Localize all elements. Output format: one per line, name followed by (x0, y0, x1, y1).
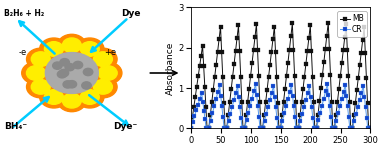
CR (270, 92, 274, 94)
Circle shape (93, 52, 112, 66)
Circle shape (93, 80, 112, 94)
Circle shape (40, 38, 68, 60)
Text: -e: -e (19, 48, 27, 58)
Circle shape (44, 90, 63, 104)
Text: +e: +e (104, 48, 116, 58)
Circle shape (73, 61, 83, 69)
Text: B₂H₆ + H₂: B₂H₆ + H₂ (4, 9, 44, 18)
CR (325, 83, 330, 85)
Circle shape (40, 86, 68, 108)
Circle shape (26, 76, 55, 98)
CR (286, 98, 290, 100)
Circle shape (31, 80, 50, 94)
MB (292, 75, 297, 77)
CR (368, 127, 373, 129)
CR (310, 117, 315, 118)
Circle shape (45, 42, 64, 56)
Y-axis label: Absorbance: Absorbance (166, 41, 175, 95)
Circle shape (76, 86, 104, 108)
Circle shape (26, 66, 45, 80)
Text: Dye⁻: Dye⁻ (113, 122, 138, 131)
Circle shape (62, 38, 81, 53)
CR (189, 127, 193, 128)
Circle shape (76, 38, 104, 60)
MB (189, 127, 193, 128)
Circle shape (53, 62, 62, 69)
MB (250, 62, 254, 64)
Circle shape (45, 53, 98, 93)
MB (368, 127, 373, 129)
Circle shape (59, 69, 69, 77)
Circle shape (84, 68, 93, 76)
Circle shape (60, 59, 69, 66)
MB (205, 127, 209, 129)
CR (240, 127, 244, 129)
Circle shape (62, 93, 81, 108)
Circle shape (80, 42, 99, 56)
MB (284, 75, 289, 77)
MB (339, 62, 344, 64)
Circle shape (31, 52, 50, 66)
MB (260, 127, 265, 128)
Circle shape (89, 48, 117, 70)
Circle shape (98, 66, 117, 80)
Circle shape (57, 90, 86, 112)
Line: MB: MB (189, 21, 372, 130)
Circle shape (63, 81, 73, 88)
Text: Dye: Dye (121, 9, 141, 18)
Circle shape (89, 76, 117, 98)
MB (326, 22, 330, 24)
Circle shape (94, 62, 122, 84)
Legend: MB, CR: MB, CR (337, 11, 367, 37)
Circle shape (82, 82, 91, 89)
CR (253, 83, 258, 85)
CR (204, 127, 208, 129)
Circle shape (26, 48, 55, 70)
MB (314, 127, 319, 129)
Circle shape (57, 71, 67, 78)
CR (332, 127, 337, 129)
Circle shape (65, 64, 74, 71)
Line: CR: CR (189, 82, 372, 130)
Circle shape (80, 90, 99, 104)
Circle shape (22, 62, 50, 84)
Circle shape (67, 81, 77, 88)
Text: BH₄⁻: BH₄⁻ (4, 122, 27, 131)
Circle shape (58, 34, 86, 56)
